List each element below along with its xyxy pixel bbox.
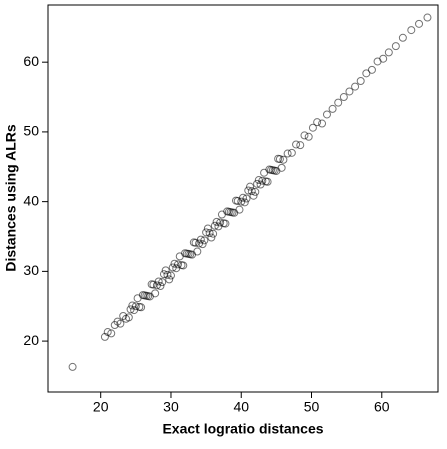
point bbox=[283, 149, 292, 158]
point bbox=[384, 48, 393, 57]
point bbox=[240, 198, 249, 207]
point bbox=[147, 280, 156, 289]
point bbox=[144, 292, 153, 301]
point bbox=[203, 224, 212, 233]
point bbox=[260, 168, 269, 177]
point bbox=[287, 148, 296, 157]
x-tick-label: 30 bbox=[163, 399, 179, 415]
point bbox=[166, 271, 175, 280]
point bbox=[362, 69, 371, 78]
point bbox=[156, 282, 165, 291]
point bbox=[296, 141, 305, 150]
point bbox=[68, 362, 77, 371]
x-tick-label: 50 bbox=[304, 399, 320, 415]
point bbox=[300, 131, 309, 140]
point bbox=[209, 229, 218, 238]
point bbox=[228, 208, 237, 217]
point bbox=[137, 303, 146, 312]
point bbox=[239, 193, 247, 202]
point bbox=[214, 222, 223, 231]
point bbox=[270, 166, 279, 175]
point bbox=[126, 305, 135, 314]
x-tick-label: 40 bbox=[233, 399, 249, 415]
point bbox=[154, 277, 163, 286]
point bbox=[328, 104, 337, 113]
point bbox=[198, 240, 207, 249]
y-tick-label: 20 bbox=[23, 332, 39, 348]
point bbox=[267, 165, 276, 174]
y-axis-label: Distances using ALRs bbox=[3, 124, 19, 272]
point bbox=[345, 87, 354, 96]
point bbox=[235, 205, 244, 214]
point bbox=[163, 270, 172, 279]
point bbox=[207, 233, 216, 242]
point bbox=[130, 306, 139, 315]
point bbox=[256, 180, 265, 189]
point bbox=[172, 264, 181, 273]
point bbox=[242, 194, 251, 203]
point bbox=[175, 252, 184, 261]
point bbox=[151, 289, 160, 298]
point bbox=[391, 42, 400, 51]
point bbox=[263, 177, 272, 186]
y-tick-label: 50 bbox=[23, 123, 39, 139]
point bbox=[246, 182, 255, 191]
point bbox=[356, 77, 365, 86]
point bbox=[200, 236, 209, 245]
y-tick-label: 60 bbox=[23, 53, 39, 69]
point bbox=[279, 155, 288, 164]
point bbox=[379, 54, 388, 63]
point bbox=[161, 266, 170, 275]
point bbox=[398, 33, 407, 42]
point bbox=[308, 123, 317, 132]
point bbox=[304, 132, 313, 141]
point bbox=[339, 93, 348, 102]
point bbox=[124, 313, 133, 322]
point bbox=[274, 154, 283, 163]
point bbox=[253, 179, 262, 188]
point bbox=[119, 311, 128, 320]
x-tick-label: 20 bbox=[93, 399, 109, 415]
point bbox=[313, 118, 322, 127]
point bbox=[107, 329, 116, 338]
point bbox=[186, 250, 195, 259]
point bbox=[318, 119, 327, 128]
point bbox=[158, 278, 167, 287]
plot-frame bbox=[47, 4, 439, 393]
point bbox=[423, 13, 432, 22]
point bbox=[334, 98, 343, 107]
point bbox=[221, 219, 230, 228]
point bbox=[116, 319, 125, 328]
point bbox=[168, 263, 177, 272]
point bbox=[189, 238, 198, 247]
x-axis-label: Exact logratio distances bbox=[162, 421, 323, 437]
point bbox=[210, 221, 219, 230]
point bbox=[367, 65, 376, 74]
point bbox=[249, 191, 258, 200]
point bbox=[277, 163, 286, 172]
point bbox=[247, 187, 256, 196]
y-tick-label: 40 bbox=[23, 192, 39, 208]
point bbox=[133, 294, 142, 303]
point bbox=[140, 291, 149, 300]
point bbox=[217, 210, 226, 219]
point bbox=[224, 207, 233, 216]
point bbox=[415, 19, 424, 28]
point bbox=[322, 110, 331, 119]
point bbox=[351, 82, 360, 91]
point bbox=[407, 26, 416, 35]
point bbox=[182, 249, 191, 258]
x-tick-label: 60 bbox=[374, 399, 390, 415]
point bbox=[196, 235, 205, 244]
point bbox=[292, 140, 301, 149]
y-tick-label: 30 bbox=[23, 262, 39, 278]
point bbox=[193, 247, 202, 256]
point bbox=[205, 229, 214, 238]
point bbox=[251, 187, 260, 196]
point bbox=[179, 261, 188, 270]
point bbox=[165, 275, 174, 284]
point bbox=[231, 196, 240, 205]
point bbox=[103, 328, 112, 337]
